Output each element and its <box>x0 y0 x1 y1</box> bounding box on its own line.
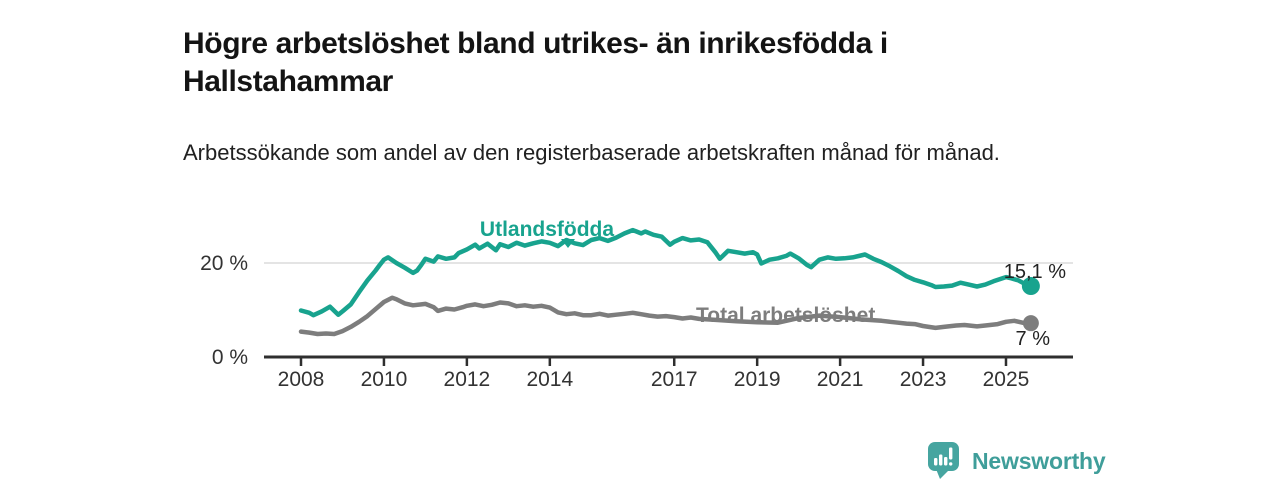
x-tick-label-2017: 2017 <box>651 368 698 391</box>
y-tick-label-20: 20 % <box>200 252 248 275</box>
chart-subtitle: Arbetssökande som andel av den registerb… <box>183 140 1000 165</box>
x-tick-label-2010: 2010 <box>361 368 408 391</box>
series-label-pointer-icon <box>561 239 575 248</box>
x-tick-label-2008: 2008 <box>278 368 325 391</box>
x-tick-label-2014: 2014 <box>526 368 573 391</box>
x-tick-label-2021: 2021 <box>817 368 864 391</box>
brand-name: Newsworthy <box>972 447 1106 474</box>
bar-chart-speech-bubble-icon <box>928 442 959 479</box>
x-tick-label-2023: 2023 <box>900 368 947 391</box>
page-title: Högre arbetslöshet bland utrikes- än inr… <box>183 27 888 99</box>
series-end-value-1: 7 % <box>1016 328 1051 350</box>
x-tick-label-2019: 2019 <box>734 368 781 391</box>
series-line-0 <box>298 227 1034 318</box>
newsworthy-logo[interactable]: Newsworthy <box>928 442 1106 480</box>
series-end-dot-1 <box>1022 315 1039 332</box>
y-tick-label-0: 0 % <box>212 346 248 369</box>
series-end-dot-0 <box>1021 277 1040 296</box>
x-tick-label-2012: 2012 <box>444 368 491 391</box>
series-label-1: Total arbetslöshet <box>696 304 875 327</box>
series-label-0: Utlandsfödda <box>480 218 614 241</box>
x-tick-label-2025: 2025 <box>983 368 1030 391</box>
series-end-value-0: 15,1 % <box>1004 261 1066 283</box>
series-line-1 <box>298 295 1034 337</box>
